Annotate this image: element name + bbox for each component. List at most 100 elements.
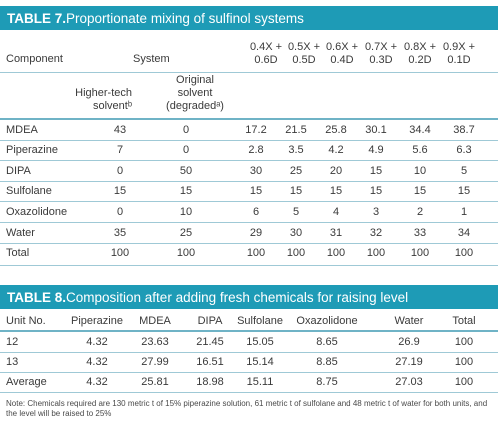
mix-col-header-line2: 0.2D <box>408 54 432 66</box>
table8-col-header: DIPA <box>197 315 223 327</box>
table8-title-banner: TABLE 8. Composition after adding fresh … <box>0 285 498 309</box>
table7-cell: 0 <box>182 144 190 156</box>
table7-cell: 1 <box>460 206 468 218</box>
table7-cell: 31 <box>329 227 343 239</box>
table7-cell: 0 <box>116 165 124 177</box>
table7-cell: 7 <box>116 144 124 156</box>
table7-cell: 30.1 <box>365 124 387 136</box>
table7-cell: 15 <box>289 185 303 197</box>
table7-cell: 5.6 <box>412 144 428 156</box>
table7-cell: 100 <box>454 247 474 259</box>
table8-unit-cell: 12 <box>6 336 19 348</box>
table7-cell: 4.2 <box>328 144 344 156</box>
table8-cell: 8.85 <box>316 356 338 368</box>
table7-row-label: Water <box>6 227 35 239</box>
table7-cell: 5 <box>460 165 468 177</box>
table7-cell: 30 <box>249 165 263 177</box>
table8-cell: 4.32 <box>86 336 108 348</box>
table8-row-rule <box>0 372 498 373</box>
table8-cell: 15.14 <box>246 356 274 368</box>
table8-col-header: Sulfolane <box>237 315 283 327</box>
table7-cell: 0 <box>116 206 124 218</box>
table7-row-rule <box>0 243 498 244</box>
table7-cell: 15 <box>329 185 343 197</box>
table8-cell: 8.75 <box>316 376 338 388</box>
table7-cell: 50 <box>179 165 193 177</box>
table8-cell: 18.98 <box>196 376 224 388</box>
table7-row-rule <box>0 181 498 182</box>
table7-row-rule <box>0 140 498 141</box>
table8-cell: 16.51 <box>196 356 224 368</box>
table8-cell: 27.19 <box>395 356 423 368</box>
table8-cell: 27.99 <box>141 356 169 368</box>
table7-cell: 20 <box>329 165 343 177</box>
table7-cell: 15 <box>369 165 383 177</box>
table7-cell: 15 <box>413 185 427 197</box>
table7-cell: 4.9 <box>368 144 384 156</box>
table8-cell: 23.63 <box>141 336 169 348</box>
higher-tech-header: Higher-tech solventᵇ <box>42 87 132 113</box>
table7-cell: 100 <box>410 247 430 259</box>
table7-row-label: Oxazolidone <box>6 206 68 218</box>
table7-cell: 15 <box>369 185 383 197</box>
table8-cell: 4.32 <box>86 356 108 368</box>
table7-cell: 35 <box>113 227 127 239</box>
mix-col-header-line2: 0.6D <box>254 54 278 66</box>
table7-number: TABLE 7. <box>7 10 67 26</box>
mix-col-header-line1: 0.9X + <box>442 41 476 53</box>
table8-header-rule <box>0 330 498 332</box>
original-line1: Original <box>176 74 214 86</box>
table8-unit-cell: 13 <box>6 356 19 368</box>
table8-col-header: Unit No. <box>6 315 46 327</box>
table7-cell: 3.5 <box>288 144 304 156</box>
mix-col-header-line1: 0.5X + <box>287 41 321 53</box>
mix-col-header-line1: 0.4X + <box>249 41 283 53</box>
table7-cell: 15 <box>113 185 127 197</box>
table7-cell: 100 <box>366 247 386 259</box>
table8-col-header: Piperazine <box>71 315 123 327</box>
table8-cell: 15.11 <box>246 376 274 388</box>
table8-note: Note: Chemicals required are 130 metric … <box>6 399 488 418</box>
mix-col-header-line1: 0.6X + <box>325 41 359 53</box>
table8-cell: 100 <box>454 336 474 348</box>
table8-cell: 8.65 <box>316 336 338 348</box>
table7-cell: 2 <box>416 206 424 218</box>
table8-cell: 4.32 <box>86 376 108 388</box>
table8-cell: 25.81 <box>141 376 169 388</box>
header-rule <box>0 72 498 73</box>
table8-cell: 100 <box>454 356 474 368</box>
table7-cell: 5 <box>292 206 300 218</box>
table7-row-label: Piperazine <box>6 144 58 156</box>
table7-cell: 10 <box>179 206 193 218</box>
table7-cell: 25.8 <box>325 124 347 136</box>
table8-row-rule <box>0 352 498 353</box>
table8-col-header: Water <box>394 315 424 327</box>
table7-cell: 100 <box>110 247 130 259</box>
table7-row-rule <box>0 201 498 202</box>
table7-title-banner: TABLE 7. Proportionate mixing of sulfino… <box>0 6 498 30</box>
table7-cell: 100 <box>246 247 266 259</box>
table7-cell: 34.4 <box>409 124 431 136</box>
table7-row-rule <box>0 160 498 161</box>
table7-cell: 43 <box>113 124 127 136</box>
table8-cell: 26.9 <box>398 336 420 348</box>
table7-row-label: Total <box>6 247 30 259</box>
mix-col-header-line1: 0.8X + <box>403 41 437 53</box>
original-header: Original solvent (degradedᵃ) <box>160 74 230 113</box>
mix-col-header-line2: 0.3D <box>369 54 393 66</box>
table7-cell: 15 <box>249 185 263 197</box>
table7-cell: 6.3 <box>456 144 472 156</box>
table7-cell: 25 <box>179 227 193 239</box>
table7-cell: 0 <box>182 124 190 136</box>
table7-cell: 100 <box>326 247 346 259</box>
table7-cell: 30 <box>289 227 303 239</box>
table8-cell: 27.03 <box>395 376 423 388</box>
table7-row-label: Sulfolane <box>6 185 52 197</box>
table8-col-header: Total <box>452 315 476 327</box>
table8-row-rule <box>0 392 498 393</box>
table7-row-rule <box>0 222 498 223</box>
table7-row-label: MDEA <box>6 124 38 136</box>
higher-tech-line1: Higher-tech <box>75 87 132 99</box>
table7-cell: 3 <box>372 206 380 218</box>
